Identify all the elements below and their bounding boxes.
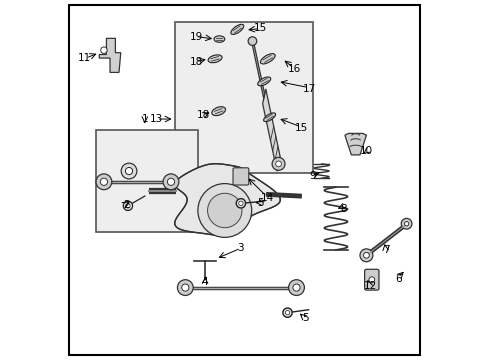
Circle shape — [198, 184, 251, 237]
Bar — [174, 22, 312, 173]
Ellipse shape — [211, 107, 225, 116]
Ellipse shape — [263, 113, 275, 122]
Circle shape — [121, 163, 137, 179]
Circle shape — [275, 161, 281, 167]
Text: 7: 7 — [382, 245, 388, 255]
Ellipse shape — [230, 24, 244, 35]
Text: 15: 15 — [253, 23, 267, 33]
Circle shape — [292, 284, 300, 291]
Text: 4: 4 — [202, 277, 208, 287]
Circle shape — [282, 308, 292, 318]
Circle shape — [182, 284, 188, 291]
Text: 14: 14 — [261, 193, 274, 203]
Text: 18: 18 — [189, 57, 203, 67]
Bar — [96, 130, 198, 232]
Text: 12: 12 — [363, 281, 376, 291]
Text: 1: 1 — [141, 114, 148, 124]
FancyBboxPatch shape — [233, 168, 248, 185]
Circle shape — [288, 280, 304, 296]
Text: 17: 17 — [302, 84, 315, 94]
Text: 10: 10 — [359, 146, 372, 156]
Circle shape — [404, 222, 408, 226]
Circle shape — [163, 174, 179, 190]
Circle shape — [248, 37, 256, 45]
Text: 3: 3 — [237, 243, 244, 253]
Circle shape — [123, 201, 132, 211]
Text: 15: 15 — [295, 123, 308, 133]
Circle shape — [368, 277, 374, 283]
Circle shape — [236, 199, 245, 208]
Text: 5: 5 — [302, 313, 308, 323]
Circle shape — [363, 252, 368, 258]
Circle shape — [125, 167, 132, 175]
Ellipse shape — [208, 55, 222, 63]
Circle shape — [285, 311, 289, 315]
Ellipse shape — [257, 77, 270, 86]
Text: 16: 16 — [287, 64, 301, 74]
Polygon shape — [99, 39, 121, 72]
Circle shape — [400, 219, 411, 229]
Polygon shape — [251, 39, 264, 99]
Text: 11: 11 — [78, 53, 91, 63]
Circle shape — [100, 178, 107, 185]
Circle shape — [125, 204, 130, 208]
Circle shape — [238, 201, 243, 206]
Ellipse shape — [214, 36, 224, 42]
Polygon shape — [344, 134, 366, 155]
Polygon shape — [262, 89, 280, 171]
Text: 6: 6 — [395, 274, 401, 284]
Text: 13: 13 — [150, 114, 163, 124]
Circle shape — [96, 174, 112, 190]
Circle shape — [271, 157, 285, 170]
Circle shape — [359, 249, 372, 262]
Circle shape — [167, 178, 174, 185]
Text: 9: 9 — [309, 171, 315, 181]
Polygon shape — [174, 164, 280, 236]
Text: 8: 8 — [339, 204, 346, 214]
Circle shape — [101, 47, 107, 53]
Ellipse shape — [260, 54, 275, 64]
FancyBboxPatch shape — [364, 269, 378, 290]
Text: 19: 19 — [189, 32, 203, 41]
Text: 18: 18 — [196, 111, 209, 121]
Circle shape — [177, 280, 193, 296]
Circle shape — [207, 193, 242, 228]
Text: 2: 2 — [122, 200, 129, 210]
Text: 5: 5 — [257, 198, 264, 208]
